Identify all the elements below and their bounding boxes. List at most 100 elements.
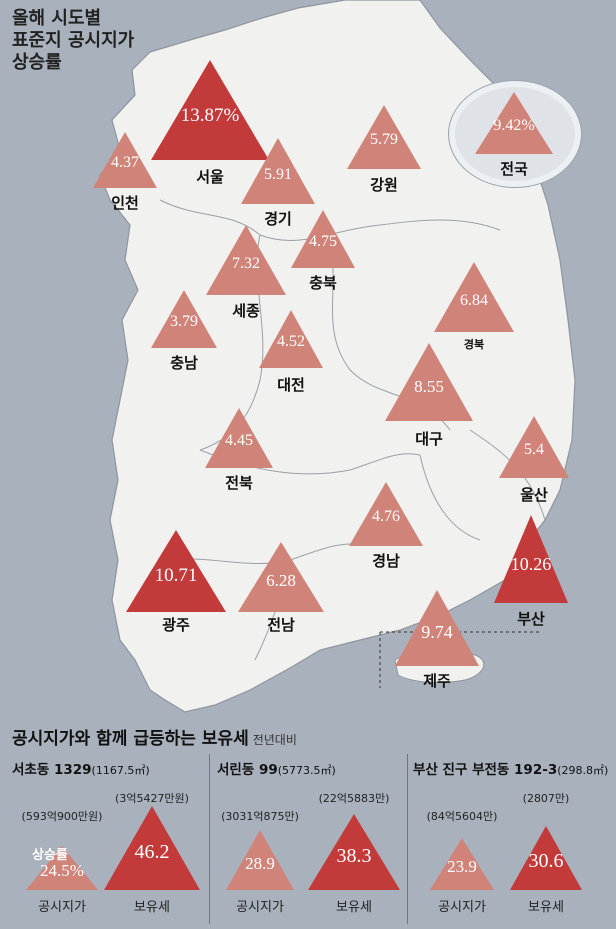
region-triangle: 13.87% <box>151 60 269 160</box>
region-triangle: 4.37 <box>93 132 157 188</box>
title-line: 올해 시도별 <box>12 8 102 29</box>
region-value: 4.52 <box>277 333 305 351</box>
region-triangle: 4.52 <box>259 310 323 368</box>
triangle-shape <box>238 542 324 612</box>
land-price-rate: 28.9 <box>245 853 275 873</box>
holding-tax-label: 보유세 <box>134 900 170 915</box>
triangle-mark <box>259 310 323 368</box>
land-price-amount: (84억5604만) <box>426 810 498 823</box>
triangle-mark <box>241 138 315 204</box>
region-triangle: 4.75 <box>291 210 355 268</box>
region-triangle: 9.74 <box>395 590 479 666</box>
national-name: 전국 <box>500 160 528 178</box>
triangle-shape <box>241 138 315 204</box>
region-value: 3.79 <box>170 313 198 331</box>
land-price-rate: 23.9 <box>447 857 477 877</box>
region-name: 대전 <box>277 376 305 394</box>
property-heading: 부산 진구 부전동 192-3(298.8㎡) <box>413 758 608 778</box>
property-heading: 서린동 99(5773.5㎡) <box>217 758 336 778</box>
triangle-mark <box>291 210 355 268</box>
triangle-shape <box>385 343 473 421</box>
holding-tax-triangle: 46.2 <box>104 806 200 890</box>
property-name: 서린동 99 <box>217 762 278 778</box>
triangle-mark <box>499 416 569 478</box>
triangle-mark <box>430 838 494 890</box>
property-area: (298.8㎡) <box>557 764 609 777</box>
property-area: (5773.5㎡) <box>277 764 336 777</box>
title-line: 표준지 공시지가 <box>12 30 135 51</box>
panel-title: 공시지가와 함께 급등하는 보유세 전년대비 <box>12 724 297 749</box>
triangle-shape <box>395 590 479 666</box>
triangle-mark <box>385 343 473 421</box>
land-price-triangle: 24.5% <box>26 846 98 890</box>
holding-tax-rate: 30.6 <box>528 850 564 873</box>
region-value: 5.4 <box>524 441 544 459</box>
triangle-mark <box>347 105 421 169</box>
region-name: 울산 <box>520 486 548 504</box>
region-triangle: 3.79 <box>151 290 217 348</box>
triangle-shape <box>475 92 553 154</box>
region-name: 충남 <box>170 354 198 372</box>
region-value: 13.87% <box>180 104 240 126</box>
region-triangle: 5.4 <box>499 416 569 478</box>
triangle-shape <box>494 515 568 603</box>
triangle-shape <box>430 838 494 890</box>
region-value: 6.84 <box>460 291 488 309</box>
region-triangle: 7.32 <box>206 225 286 295</box>
region-triangle: 10.71 <box>126 530 226 612</box>
region-value: 9.74 <box>421 621 453 642</box>
land-price-triangle: 28.9 <box>226 830 294 890</box>
triangle-shape <box>434 262 514 332</box>
triangle-shape <box>26 846 98 890</box>
triangle-mark <box>494 515 568 603</box>
triangle-mark <box>151 290 217 348</box>
triangle-shape <box>510 826 582 890</box>
land-price-label: 공시지가 <box>438 900 486 915</box>
holding-tax-amount: (2807만) <box>522 792 570 805</box>
land-price-rate: 24.5% <box>40 860 84 880</box>
region-value: 10.71 <box>154 564 198 586</box>
triangle-mark <box>238 542 324 612</box>
region-name: 전남 <box>267 616 295 634</box>
region-value: 7.32 <box>232 254 260 272</box>
region-value: 4.37 <box>111 154 139 171</box>
triangle-mark <box>104 806 200 890</box>
holding-tax-label: 보유세 <box>528 900 564 915</box>
holding-tax-rate: 46.2 <box>134 841 170 864</box>
triangle-shape <box>347 105 421 169</box>
triangle-mark <box>205 408 273 468</box>
region-triangle: 5.79 <box>347 105 421 169</box>
triangle-shape <box>104 806 200 890</box>
region-triangle: 6.84 <box>434 262 514 332</box>
divider <box>407 754 408 924</box>
region-name: 경기 <box>264 210 292 228</box>
holding-tax-rate: 38.3 <box>336 844 372 867</box>
property-area: (1167.5㎡) <box>91 764 150 777</box>
triangle-mark <box>151 60 269 160</box>
divider <box>209 754 210 924</box>
region-name: 경북 <box>463 338 485 351</box>
national-value: 9.42% <box>493 117 535 135</box>
panel-title-text: 공시지가와 함께 급등하는 보유세 <box>12 729 249 749</box>
triangle-mark <box>510 826 582 890</box>
land-price-amount: (593억900만원) <box>21 810 103 823</box>
region-value: 10.26 <box>510 553 552 574</box>
region-triangle: 5.91 <box>241 138 315 204</box>
mainland-shape <box>99 0 576 713</box>
holding-tax-amount: (3억5427만원) <box>115 792 189 805</box>
land-price-label: 공시지가 <box>236 900 284 915</box>
triangle-shape <box>291 210 355 268</box>
region-triangle: 4.76 <box>349 482 423 546</box>
region-name: 세종 <box>232 302 260 320</box>
region-value: 4.76 <box>372 508 400 526</box>
region-value: 6.28 <box>266 571 296 591</box>
region-value: 4.75 <box>309 233 337 251</box>
triangle-mark <box>126 530 226 612</box>
region-name: 인천 <box>111 194 139 212</box>
holding-tax-triangle: 30.6 <box>510 826 582 890</box>
triangle-shape <box>205 408 273 468</box>
triangle-shape <box>349 482 423 546</box>
region-name: 부산 <box>517 610 545 628</box>
panel-subtitle: 전년대비 <box>252 733 297 747</box>
region-value: 5.79 <box>370 131 398 149</box>
